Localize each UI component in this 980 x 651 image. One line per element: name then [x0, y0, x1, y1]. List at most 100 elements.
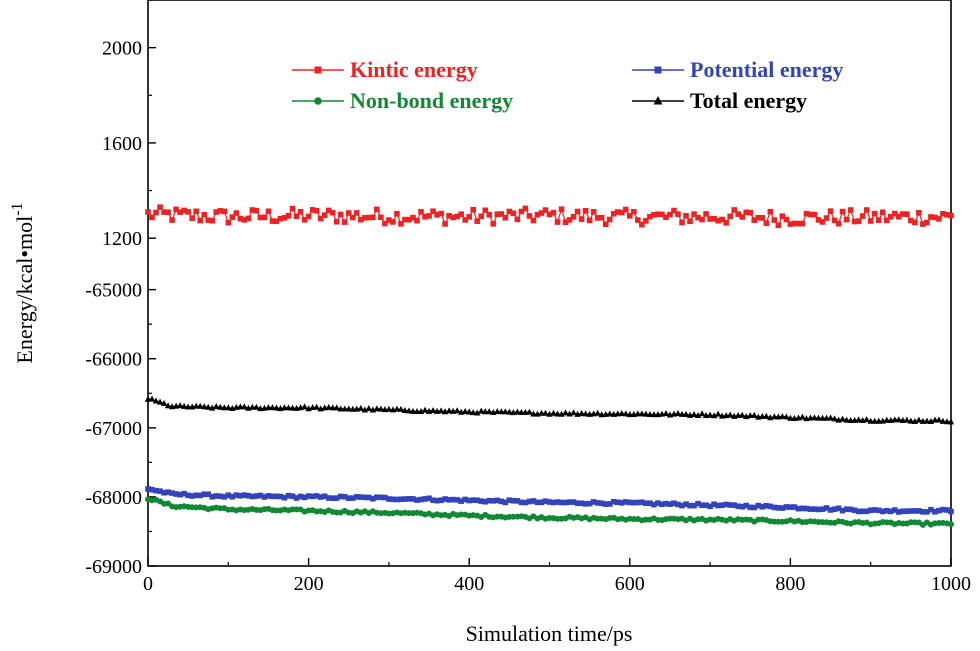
data-point	[514, 498, 521, 504]
data-point	[341, 405, 348, 412]
data-point	[180, 402, 188, 409]
data-point	[317, 494, 324, 500]
data-point	[370, 495, 376, 502]
data-point	[839, 507, 846, 514]
data-point	[643, 500, 649, 506]
data-point	[647, 500, 653, 507]
data-point	[827, 208, 834, 214]
data-point	[678, 410, 686, 417]
data-point	[835, 505, 842, 512]
data-point	[831, 415, 838, 422]
data-point	[763, 220, 770, 226]
series-total-energy	[144, 395, 955, 425]
data-point	[482, 498, 489, 505]
data-point	[196, 402, 204, 409]
data-point	[249, 493, 256, 500]
data-point	[145, 209, 151, 215]
data-point	[904, 211, 910, 218]
data-point	[767, 208, 774, 215]
data-point	[863, 508, 870, 515]
data-point	[337, 493, 344, 500]
data-point	[466, 497, 472, 504]
data-point	[566, 499, 573, 505]
data-point	[907, 417, 915, 424]
data-point	[398, 221, 404, 227]
data-point	[823, 215, 830, 221]
data-point	[470, 497, 477, 503]
data-point	[602, 221, 609, 228]
data-point	[891, 507, 898, 513]
data-point	[349, 214, 356, 221]
data-point	[281, 404, 288, 411]
data-point	[494, 408, 501, 415]
data-point	[269, 218, 276, 224]
data-point	[542, 498, 549, 504]
data-point	[498, 408, 505, 415]
data-point	[349, 495, 356, 501]
data-point	[803, 505, 810, 512]
data-point	[390, 496, 396, 503]
data-point	[627, 213, 633, 219]
data-point	[406, 216, 412, 223]
data-point	[157, 204, 163, 210]
data-point	[944, 507, 950, 513]
data-point	[510, 210, 517, 217]
data-point	[156, 398, 164, 405]
data-point	[903, 416, 911, 423]
data-point	[751, 504, 758, 511]
data-point	[233, 210, 240, 216]
legend-marker	[653, 96, 663, 105]
data-point	[233, 492, 240, 498]
y-tick-label: -67000	[85, 418, 142, 440]
data-point	[671, 207, 677, 214]
data-point	[205, 403, 212, 410]
data-point	[192, 402, 200, 409]
data-point	[406, 496, 412, 502]
data-point	[189, 215, 195, 221]
data-point	[879, 508, 886, 515]
x-tick-label: 800	[775, 573, 805, 595]
data-point	[317, 215, 324, 222]
data-point	[273, 404, 280, 411]
data-point	[177, 491, 183, 498]
data-point	[594, 409, 601, 416]
data-point	[277, 493, 284, 500]
data-point	[217, 208, 224, 214]
data-point	[618, 410, 625, 417]
data-point	[193, 492, 199, 499]
data-point	[494, 211, 501, 217]
data-point	[614, 209, 621, 215]
data-point	[173, 491, 179, 497]
data-point	[562, 409, 569, 416]
data-point	[783, 413, 790, 420]
data-point	[912, 508, 918, 514]
data-point	[197, 492, 203, 499]
data-point	[928, 214, 934, 220]
data-point	[887, 508, 894, 515]
data-point	[638, 410, 646, 417]
data-point	[253, 493, 260, 499]
data-point	[522, 205, 529, 212]
data-point	[241, 492, 248, 498]
data-point	[634, 410, 642, 417]
data-point	[883, 507, 890, 514]
data-point	[855, 416, 862, 423]
data-point	[518, 499, 525, 506]
data-point	[631, 499, 637, 506]
data-point	[245, 492, 252, 499]
data-point	[855, 508, 862, 515]
data-point	[454, 213, 460, 220]
data-point	[867, 218, 874, 224]
data-point	[807, 506, 814, 512]
data-point	[739, 503, 746, 510]
data-point	[249, 207, 256, 213]
data-point	[554, 410, 561, 417]
data-point	[703, 502, 709, 509]
data-point	[586, 500, 593, 507]
data-point	[237, 492, 244, 499]
data-point	[149, 486, 155, 493]
data-point	[775, 222, 782, 229]
data-point	[932, 214, 938, 221]
data-point	[598, 500, 605, 507]
data-point	[791, 220, 798, 227]
